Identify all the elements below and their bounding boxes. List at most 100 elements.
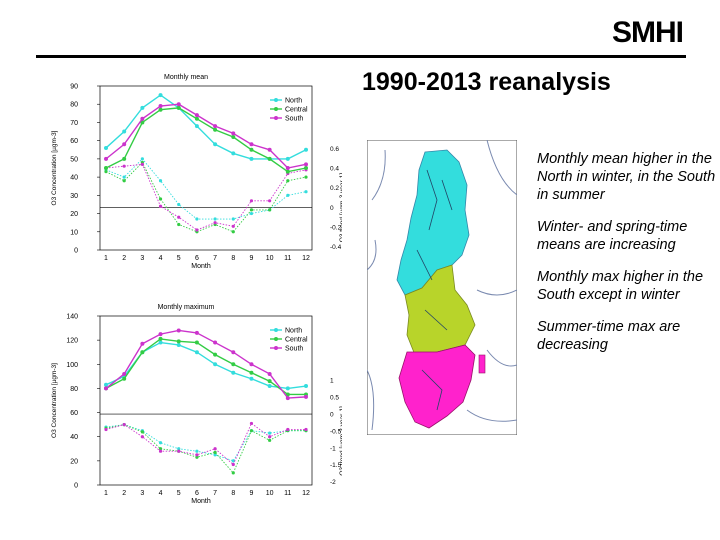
legend-label: North	[285, 328, 302, 335]
trend-point	[122, 164, 126, 168]
y-tick-label: 50	[70, 156, 78, 163]
y2-tick-label: -0.4	[330, 244, 342, 251]
trend-point	[122, 175, 126, 179]
trend-point	[140, 157, 144, 161]
trend-line-north	[105, 158, 307, 220]
legend-label: Central	[285, 107, 308, 114]
data-point	[122, 376, 127, 381]
trend-line-central	[105, 161, 307, 233]
trend-point	[158, 447, 163, 451]
data-point	[194, 116, 199, 121]
data-point	[104, 166, 108, 170]
data-point	[176, 339, 181, 344]
trend-point	[177, 449, 181, 453]
y2-tick-label: -0.5	[330, 428, 342, 435]
trend-point	[268, 208, 272, 212]
data-point	[158, 340, 163, 345]
data-point	[194, 330, 199, 335]
data-point	[158, 336, 163, 341]
data-point	[285, 396, 290, 401]
trend-point	[158, 197, 163, 201]
data-point	[213, 127, 218, 132]
data-point	[249, 147, 254, 152]
x-tick-label: 4	[159, 490, 163, 497]
data-point	[122, 129, 127, 134]
data-point	[267, 379, 272, 384]
trend-line-south	[105, 422, 306, 466]
y2-tick-label: 0.4	[330, 166, 339, 173]
x-tick-label: 7	[213, 255, 217, 262]
trend-point	[177, 447, 181, 451]
x-tick-label: 3	[140, 255, 144, 262]
series-line-south	[105, 103, 307, 169]
y-tick-label: 0	[74, 483, 78, 490]
series-line-north	[105, 94, 307, 160]
y-tick-label: 80	[70, 386, 78, 393]
data-point	[249, 370, 254, 375]
bullet-item: Summer-time max are decreasing	[537, 319, 681, 353]
trend-line-north	[105, 424, 306, 462]
x-tick-label: 8	[231, 255, 235, 262]
y-axis-label: O3 Concentration [µgm-3]	[51, 363, 58, 438]
data-point	[231, 151, 236, 156]
trend-point	[286, 427, 290, 432]
data-point	[213, 362, 218, 367]
trend-point	[122, 179, 126, 183]
trend-point	[231, 459, 235, 463]
y-tick-label: 90	[70, 84, 78, 91]
data-point	[304, 394, 308, 399]
x-tick-label: 11	[284, 490, 291, 497]
data-point	[122, 371, 127, 376]
trend-point	[249, 421, 254, 426]
y-tick-label: 20	[70, 458, 78, 465]
data-point	[249, 142, 254, 147]
data-point	[158, 107, 163, 112]
data-point	[285, 392, 290, 397]
data-point	[176, 105, 181, 110]
x-axis-label: Month	[191, 498, 211, 505]
trend-point	[268, 435, 272, 439]
data-point	[231, 135, 236, 140]
data-point	[176, 102, 181, 107]
smhi-logo: SMHI	[612, 16, 684, 49]
trend-point	[158, 179, 163, 183]
trend-point	[177, 202, 181, 207]
x-tick-label: 10	[266, 255, 274, 262]
series-line-central	[105, 107, 307, 173]
legend-label: Central	[285, 337, 308, 344]
trend-point	[268, 438, 272, 442]
trend-point	[213, 453, 217, 457]
trend-point	[158, 441, 163, 445]
data-point	[267, 147, 272, 152]
y-tick-label: 80	[70, 102, 78, 109]
data-point	[285, 169, 290, 174]
trend-point	[140, 162, 144, 166]
series-line-central	[105, 338, 306, 396]
trend-point	[304, 190, 308, 194]
trend-point	[231, 224, 235, 228]
data-point	[104, 382, 108, 387]
south-region	[398, 344, 476, 429]
trend-line-south	[105, 163, 307, 231]
y2-tick-label: 0.2	[330, 185, 339, 192]
slide-title: 1990-2013 reanalysis	[362, 68, 611, 96]
legend-marker	[274, 98, 278, 102]
trend-point	[249, 211, 254, 216]
bullet-item: Winter- and spring-time means are increa…	[537, 219, 688, 253]
bullet-item: Monthly mean higher in the North in wint…	[537, 151, 716, 203]
trend-point	[177, 215, 181, 219]
x-tick-label: 6	[195, 490, 199, 497]
legend-marker	[274, 116, 278, 120]
data-point	[213, 352, 218, 357]
trend-point	[177, 222, 181, 227]
data-point	[122, 142, 127, 147]
y2-axis-label: O3 trend [µgm-3 year-1]	[339, 173, 342, 243]
data-point	[104, 156, 108, 161]
data-point	[140, 350, 145, 355]
trend-point	[122, 423, 126, 427]
legend-marker	[274, 107, 278, 111]
data-point	[194, 124, 199, 129]
y2-tick-label: -1.5	[330, 462, 342, 469]
data-point	[304, 162, 308, 167]
trend-point	[195, 455, 199, 459]
